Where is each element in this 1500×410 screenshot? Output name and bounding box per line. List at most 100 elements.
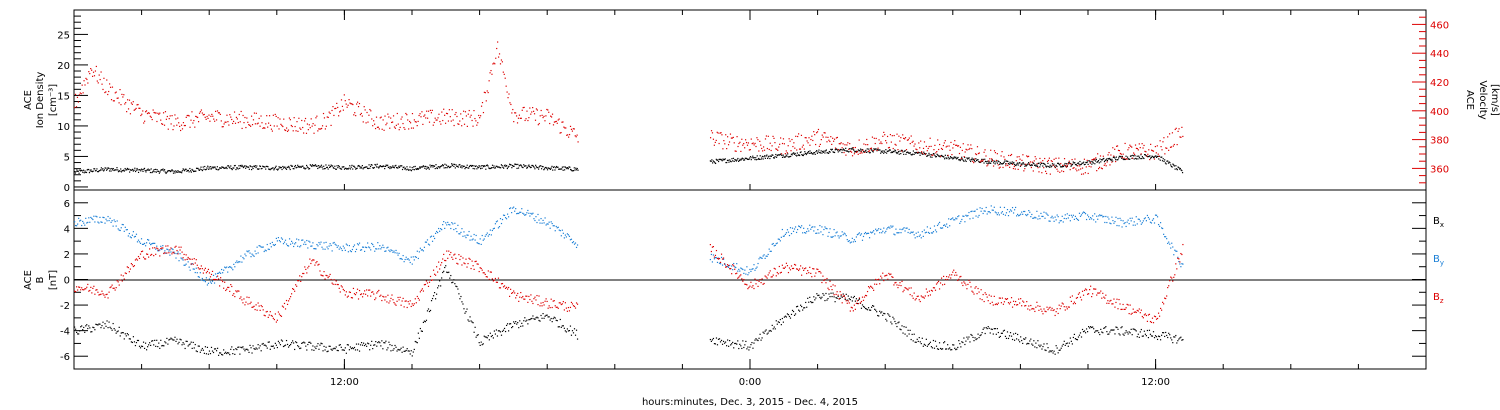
- data-point: [1060, 162, 1062, 165]
- data-point: [352, 165, 355, 167]
- data-point: [356, 167, 358, 169]
- data-point: [151, 171, 153, 174]
- data-point: [776, 148, 778, 151]
- data-point: [130, 169, 132, 171]
- data-point: [530, 294, 532, 296]
- data-point: [238, 261, 240, 263]
- data-point: [503, 285, 506, 287]
- data-point: [900, 137, 902, 139]
- data-point: [496, 165, 498, 167]
- data-point: [1127, 158, 1129, 160]
- data-point: [957, 216, 959, 218]
- data-point: [518, 114, 521, 116]
- data-point: [486, 90, 488, 92]
- data-point: [710, 340, 712, 342]
- data-point: [900, 329, 902, 331]
- data-point: [552, 225, 554, 227]
- data-point: [143, 168, 145, 170]
- data-point: [969, 147, 971, 150]
- data-point: [160, 245, 162, 247]
- data-point: [437, 117, 439, 119]
- data-point: [801, 305, 803, 308]
- data-point: [286, 130, 289, 133]
- data-point: [722, 340, 725, 343]
- data-point: [1035, 217, 1037, 219]
- data-point: [230, 348, 232, 350]
- data-point: [1012, 212, 1015, 214]
- data-point: [219, 271, 221, 273]
- data-point: [567, 168, 569, 170]
- data-point: [333, 241, 335, 244]
- data-point: [195, 170, 197, 172]
- data-point: [391, 344, 393, 347]
- data-point: [236, 291, 238, 293]
- data-point: [182, 259, 184, 261]
- data-point: [342, 109, 344, 111]
- data-point: [1181, 263, 1183, 265]
- data-point: [883, 152, 885, 154]
- data-point: [411, 166, 413, 169]
- data-point: [1134, 224, 1136, 226]
- data-point: [1108, 158, 1110, 160]
- data-point: [794, 226, 797, 228]
- data-point: [270, 128, 273, 130]
- data-point: [296, 238, 298, 240]
- data-point: [513, 165, 515, 167]
- data-point: [359, 249, 362, 251]
- data-point: [1046, 343, 1048, 345]
- data-point: [818, 149, 820, 151]
- data-point: [370, 344, 372, 346]
- data-point: [376, 345, 378, 347]
- data-point: [825, 149, 827, 151]
- data-point: [364, 166, 366, 168]
- data-point: [179, 171, 181, 173]
- data-point: [1174, 249, 1176, 251]
- data-point: [902, 151, 904, 153]
- data-point: [501, 61, 503, 63]
- data-point: [972, 336, 974, 338]
- data-point: [109, 217, 111, 219]
- data-point: [382, 244, 384, 246]
- data-point: [226, 114, 228, 116]
- data-point: [922, 147, 925, 150]
- data-point: [740, 150, 742, 153]
- data-point: [313, 259, 315, 261]
- data-point: [333, 114, 335, 117]
- data-point: [1025, 164, 1027, 166]
- data-point: [1061, 170, 1063, 172]
- data-point: [878, 315, 880, 317]
- data-point: [541, 114, 543, 116]
- data-point: [830, 236, 832, 238]
- data-point: [161, 169, 163, 171]
- data-point: [1156, 145, 1158, 147]
- data-point: [268, 341, 270, 343]
- data-point: [233, 263, 235, 265]
- data-point: [738, 347, 740, 350]
- data-point: [573, 167, 575, 169]
- data-point: [917, 340, 919, 343]
- data-point: [229, 114, 231, 116]
- data-point: [356, 349, 359, 351]
- data-point: [97, 221, 99, 223]
- data-point: [772, 135, 774, 138]
- data-point: [1066, 213, 1068, 215]
- data-point: [504, 287, 507, 289]
- data-point: [274, 313, 276, 315]
- data-point: [774, 244, 776, 247]
- data-point: [361, 165, 363, 167]
- data-point: [537, 166, 539, 169]
- data-point: [528, 319, 530, 321]
- data-point: [331, 165, 333, 167]
- data-point: [822, 150, 824, 153]
- data-point: [256, 246, 258, 248]
- data-point: [540, 168, 543, 170]
- data-point: [572, 241, 575, 243]
- data-point: [979, 161, 981, 163]
- data-point: [170, 247, 172, 249]
- data-point: [1024, 210, 1026, 213]
- data-point: [287, 300, 290, 302]
- data-point: [302, 239, 304, 241]
- data-point: [566, 167, 568, 170]
- data-point: [449, 253, 451, 256]
- data-point: [1155, 152, 1157, 154]
